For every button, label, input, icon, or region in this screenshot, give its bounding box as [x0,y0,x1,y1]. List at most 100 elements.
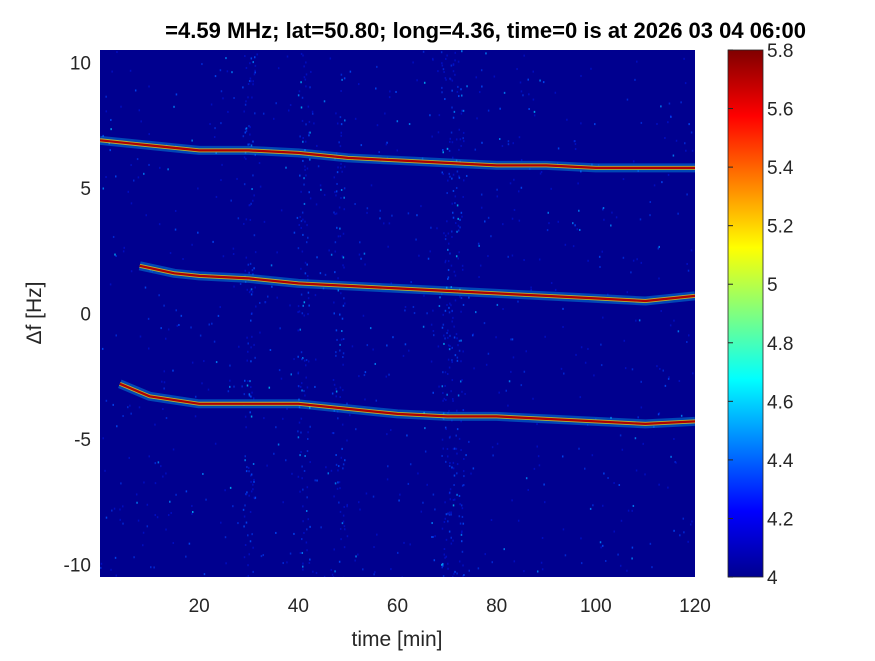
noise-speckle [333,409,336,412]
noise-speckle [323,575,326,577]
noise-speckle [460,540,463,543]
colorbar-ticks: 4 4.2 4.4 4.6 4.8 5 5.2 5.4 5.6 5.8 [728,41,794,589]
noise-speckle [610,224,612,227]
noise-speckle [243,379,246,382]
noise-speckle [672,154,675,157]
noise-speckle [305,73,308,76]
noise-speckle [338,501,340,504]
noise-speckle [441,326,444,329]
noise-speckle [451,466,453,469]
noise-speckle [404,343,407,346]
noise-speckle [269,348,272,351]
noise-speckle [160,465,162,468]
noise-speckle [454,354,457,357]
noise-speckle [458,95,460,98]
noise-speckle [154,462,157,465]
noise-speckle [354,559,356,562]
noise-speckle [343,187,346,190]
y-axis-label: Δf [Hz] [23,281,46,344]
noise-speckle [299,215,301,218]
noise-speckle [463,484,465,487]
noise-speckle [496,188,498,191]
noise-speckle [530,288,532,291]
noise-speckle [232,253,235,256]
noise-speckle [337,277,339,280]
noise-speckle [454,274,457,277]
noise-speckle [669,324,672,327]
noise-speckle [522,94,524,97]
noise-speckle [342,463,345,466]
noise-speckle [287,109,290,112]
noise-speckle [335,395,337,398]
noise-speckle [451,346,453,349]
noise-speckle [403,541,405,544]
noise-speckle [430,360,433,363]
noise-speckle [580,74,582,77]
noise-speckle [463,457,465,460]
noise-speckle [456,230,458,233]
noise-speckle [656,122,658,125]
noise-speckle [334,570,336,573]
noise-speckle [385,375,388,378]
noise-speckle [415,238,417,241]
noise-speckle [372,495,375,498]
noise-speckle [454,222,457,225]
noise-speckle [300,293,303,296]
noise-speckle [615,216,618,219]
noise-speckle [442,323,445,326]
noise-speckle [619,434,622,437]
noise-speckle [246,466,248,469]
noise-speckle [138,109,141,112]
noise-speckle [422,325,425,328]
noise-speckle [330,253,333,256]
x-tick-label: 100 [580,596,612,617]
noise-speckle [247,379,249,382]
noise-speckle [340,189,343,192]
noise-speckle [689,523,692,526]
noise-speckle [591,454,594,457]
noise-speckle [116,425,118,428]
noise-speckle [342,232,345,235]
noise-speckle [145,214,147,217]
noise-speckle [454,59,456,62]
noise-speckle [303,202,306,205]
noise-speckle [441,62,443,65]
noise-speckle [306,496,308,499]
noise-speckle [335,387,337,390]
noise-speckle [254,154,257,157]
noise-speckle [479,264,482,267]
noise-speckle [229,385,231,388]
noise-speckle [370,184,373,187]
noise-speckle [245,100,247,103]
noise-speckle [459,380,462,383]
noise-speckle [250,202,252,205]
noise-speckle [254,356,256,359]
noise-speckle [449,140,451,143]
noise-speckle [245,130,248,133]
noise-speckle [452,189,455,192]
noise-speckle [664,384,667,387]
noise-speckle [335,354,337,357]
noise-speckle [454,202,456,205]
noise-speckle [362,314,365,317]
noise-speckle [566,118,568,121]
noise-speckle [201,382,203,385]
plot-background [100,50,695,577]
noise-speckle [472,467,475,470]
noise-speckle [282,562,284,565]
noise-speckle [442,562,444,565]
noise-speckle [510,338,512,341]
noise-speckle [302,568,304,571]
noise-speckle [687,269,690,272]
noise-speckle [563,372,565,375]
noise-speckle [277,443,280,446]
noise-speckle [114,556,117,559]
noise-speckle [174,209,177,212]
noise-speckle [248,125,250,128]
noise-speckle [239,282,242,285]
noise-speckle [496,195,499,198]
noise-speckle [278,369,281,372]
noise-speckle [547,211,550,214]
noise-speckle [452,504,455,507]
noise-speckle [343,266,345,269]
